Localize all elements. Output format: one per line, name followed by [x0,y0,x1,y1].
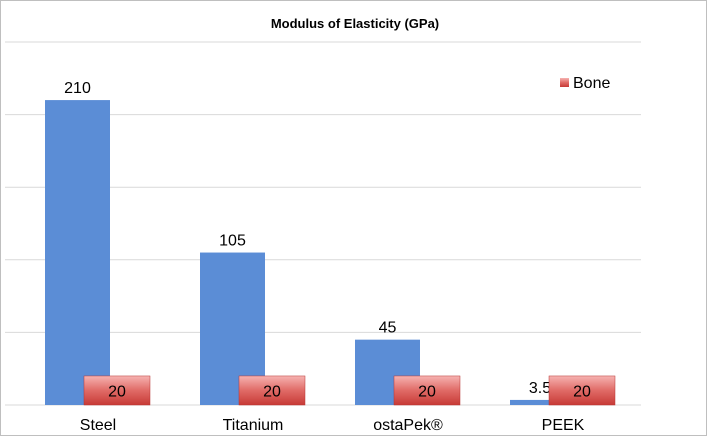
data-label-bone: 20 [108,383,126,400]
category-label: Titanium [223,417,284,434]
chart-title: Modulus of Elasticity (GPa) [271,16,439,31]
data-label-modulus: 45 [379,320,397,337]
bar-modulus [510,399,575,405]
bar-bone [83,375,151,406]
data-label-bone: 20 [263,383,281,400]
data-label-modulus: 210 [64,80,91,97]
bar-bone [548,375,616,406]
data-label-bone: 20 [573,383,591,400]
category-label: ostaPek® [373,417,443,434]
category-label: Steel [80,417,116,434]
legend: Bone [560,75,610,92]
bar-bone [393,375,461,406]
category-label: PEEK [542,417,585,434]
legend-swatch-bone [560,78,569,87]
bars: 210 20 105 20 45 20 3.5 20 [45,80,616,406]
data-label-modulus: 105 [219,233,246,250]
data-label-bone: 20 [418,383,436,400]
bar-bone [238,375,306,406]
category-labels: Steel Titanium ostaPek® PEEK [80,417,585,434]
data-label-modulus: 3.5 [529,380,551,397]
legend-label-bone: Bone [573,75,610,92]
bar-modulus [45,100,110,405]
